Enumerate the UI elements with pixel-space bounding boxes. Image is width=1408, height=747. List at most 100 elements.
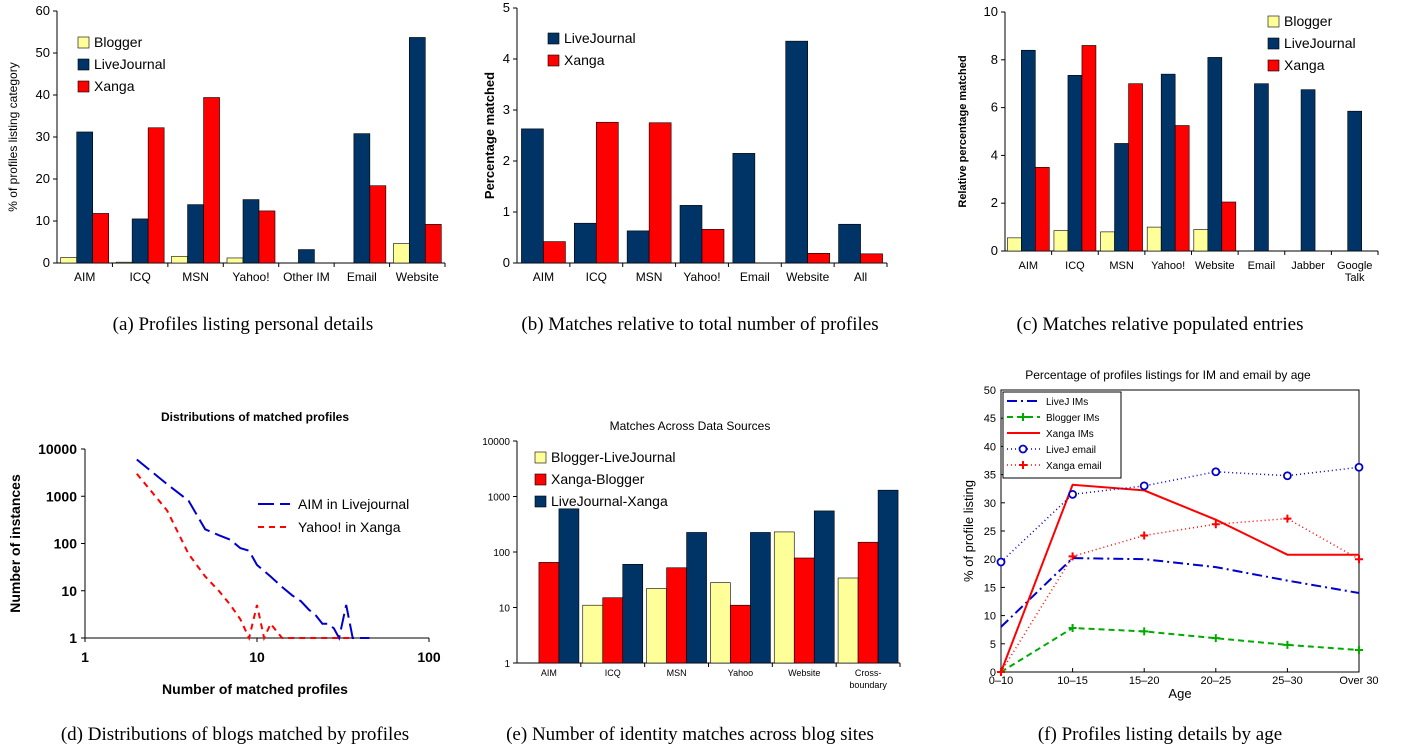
bar: [857, 541, 879, 664]
caption-a: (a) Profiles listing personal details: [113, 314, 374, 335]
x-tick-label: ICQ: [586, 270, 607, 284]
chart-title: Distributions of matched profiles: [161, 410, 349, 424]
bar: [408, 37, 426, 264]
bar: [710, 582, 731, 664]
y-tick-label: 5: [503, 0, 510, 15]
y-tick-label: 1000: [488, 493, 511, 504]
bar: [369, 185, 387, 264]
series-line: [136, 473, 351, 642]
legend-swatch: [1267, 59, 1280, 72]
y-tick-label: 10000: [482, 437, 510, 448]
data-point: [1211, 520, 1220, 529]
x-tick-label: Cross-: [855, 668, 882, 678]
panel-e-matches-across-sources: Matches Across Data Sources 1 10 100 1000 100…: [482, 419, 901, 690]
panel-c-matches-relative-populated: 0 2 4 6 8 10 AIM ICQ MSN Yahoo! Website Email Jabber…: [957, 4, 1379, 284]
data-point: [1283, 640, 1292, 649]
series-line: [1000, 483, 1359, 673]
y-tick-label: 100: [54, 536, 78, 552]
bar: [646, 588, 667, 664]
x-tick-label: Yahoo!: [683, 270, 720, 284]
bar: [701, 229, 725, 264]
x-axis-label: Age: [1168, 686, 1191, 701]
y-tick-label: 0: [990, 667, 996, 679]
data-point: [1139, 481, 1149, 491]
y-tick-label: 30: [984, 498, 996, 510]
bar: [115, 261, 133, 264]
bar: [258, 210, 276, 264]
bar: [543, 241, 566, 264]
y-tick-label: 2: [991, 195, 998, 210]
caption-f: (f) Profiles listing details by age: [1038, 724, 1282, 745]
legend-label: LiveJ email: [1046, 445, 1096, 456]
panel-a-profiles-listing-details: 0 10 20 30 40 50 60 AIM ICQ MSN Yahoo! Other IM Emai…: [6, 3, 446, 284]
series-line: [1000, 466, 1360, 563]
bar: [392, 243, 410, 264]
chart-title: Matches Across Data Sources: [610, 419, 771, 433]
x-tick-label: AIM: [541, 668, 557, 678]
legend-swatch: [1267, 37, 1280, 50]
y-tick-label: 20: [36, 171, 50, 186]
x-tick-label: Email: [740, 270, 770, 284]
legend-marker: [1019, 461, 1027, 469]
y-tick-label: 3: [503, 102, 510, 117]
bar: [558, 508, 580, 664]
legend-marker: [1018, 444, 1028, 454]
bar: [226, 257, 244, 264]
y-tick-label: 20: [984, 554, 996, 566]
caption-d: (d) Distributions of blogs matched by pr…: [61, 724, 409, 745]
x-tick-label: Website: [396, 270, 439, 284]
legend-label: Xanga: [94, 78, 135, 94]
legend-swatch: [534, 451, 547, 464]
x-tick-label: AIM: [533, 270, 554, 284]
y-tick-label: 25: [984, 526, 996, 538]
y-tick-label: 15: [984, 582, 996, 594]
bar: [679, 205, 703, 264]
y-tick-label: 45: [984, 413, 996, 425]
bar: [298, 249, 315, 264]
legend-label: Blogger-LiveJournal: [551, 449, 676, 465]
legend-label: LiveJournal: [564, 30, 636, 46]
bar: [1128, 83, 1143, 252]
bar: [750, 532, 771, 664]
y-tick-label: 30: [36, 129, 50, 144]
x-tick-label: 10–15: [1057, 675, 1088, 687]
y-tick-label: 4: [991, 147, 998, 162]
bar: [860, 253, 883, 264]
y-tick-label: 35: [984, 470, 996, 482]
bar: [1221, 201, 1237, 252]
y-tick-label: 2: [503, 153, 510, 168]
y-tick-label: 100: [493, 548, 510, 559]
x-tick-label: boundary: [849, 680, 887, 690]
bar: [1053, 230, 1069, 252]
legend-swatch: [1267, 15, 1280, 28]
x-tick-label: Yahoo!: [232, 270, 269, 284]
bar: [793, 557, 815, 664]
data-point: [997, 668, 1005, 676]
x-tick-label: Yahoo!: [1151, 260, 1185, 272]
bar: [242, 199, 260, 264]
bar: [92, 213, 110, 264]
bar: [595, 121, 619, 264]
legend-swatch: [534, 495, 547, 508]
y-tick-label: 10: [499, 604, 511, 615]
bar: [1007, 237, 1022, 252]
bar: [171, 255, 188, 264]
x-tick-label: ICQ: [1065, 260, 1085, 272]
bar: [1100, 231, 1115, 252]
bar: [837, 577, 859, 664]
x-axis-label: Number of matched profiles: [162, 681, 348, 697]
legend-label: LiveJ IMs: [1046, 397, 1088, 408]
y-tick-label: 1: [503, 204, 510, 219]
data-point: [1354, 462, 1364, 472]
y-axis-label: Percentage matched: [482, 72, 497, 199]
bar: [1067, 75, 1083, 252]
x-tick-label: ICQ: [605, 668, 621, 678]
caption-e: (e) Number of identity matches across bl…: [506, 724, 874, 745]
series-line: [1000, 557, 1360, 628]
bar: [666, 567, 687, 664]
legend-label: Blogger: [94, 34, 143, 50]
legend-marker: [1019, 413, 1027, 421]
legend-label: LiveJournal: [94, 56, 166, 72]
bar: [60, 257, 78, 264]
